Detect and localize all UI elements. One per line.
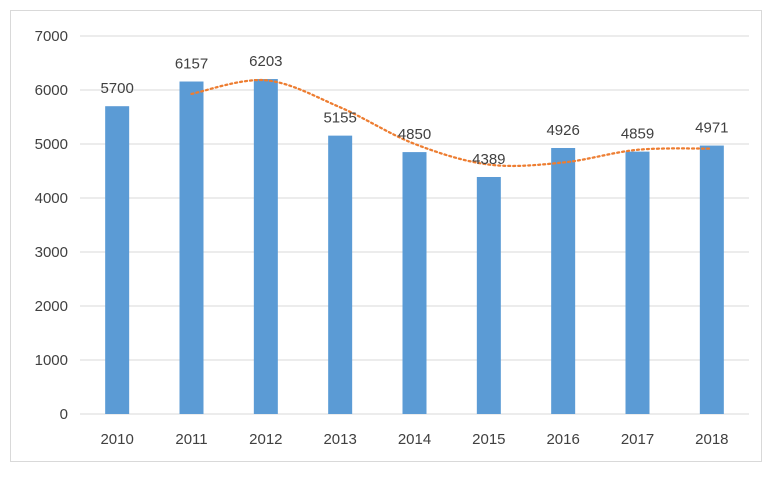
data-label-2015: 4389 bbox=[472, 151, 505, 168]
data-label-2016: 4926 bbox=[546, 122, 579, 139]
y-axis-ticks: 0 1000 2000 3000 4000 5000 6000 7000 bbox=[35, 28, 68, 423]
x-tick-label-2015: 2015 bbox=[472, 431, 505, 448]
bar-2018 bbox=[699, 145, 724, 415]
trendline-path bbox=[190, 78, 713, 168]
x-tick-label-2011: 2011 bbox=[175, 431, 207, 448]
x-tick-label-2018: 2018 bbox=[695, 431, 728, 448]
y-tick-label-2000: 2000 bbox=[35, 298, 68, 315]
bar-2011 bbox=[179, 81, 204, 414]
y-tick-label-4000: 4000 bbox=[35, 190, 68, 207]
trendline bbox=[190, 78, 713, 168]
x-tick-label-2014: 2014 bbox=[398, 431, 431, 448]
bar-2017 bbox=[625, 151, 650, 414]
data-label-2012: 6203 bbox=[249, 53, 282, 70]
y-tick-label-0: 0 bbox=[60, 406, 68, 423]
y-tick-label-7000: 7000 bbox=[35, 28, 68, 45]
data-label-2010: 5700 bbox=[100, 80, 133, 97]
bar-2016 bbox=[551, 147, 576, 414]
data-label-2014: 4850 bbox=[398, 126, 431, 143]
data-label-2017: 4859 bbox=[621, 126, 654, 143]
x-axis-ticks: 2010 2011 2012 2013 2014 2015 2016 2017 2018 bbox=[100, 431, 728, 448]
data-label-2018: 4971 bbox=[695, 120, 728, 137]
x-tick-label-2012: 2012 bbox=[249, 431, 282, 448]
x-tick-label-2016: 2016 bbox=[546, 431, 579, 448]
bar-2014 bbox=[402, 152, 427, 414]
bar-2010 bbox=[105, 106, 130, 414]
bar-2015 bbox=[476, 176, 501, 414]
bar-2012 bbox=[253, 79, 278, 415]
chart-area: 0 1000 2000 3000 4000 5000 6000 7000 5700 6157 62… bbox=[10, 10, 762, 462]
data-label-2011: 6157 bbox=[175, 56, 208, 73]
y-tick-label-6000: 6000 bbox=[35, 82, 68, 99]
bar-series bbox=[105, 79, 724, 415]
x-tick-label-2010: 2010 bbox=[100, 431, 133, 448]
y-tick-label-1000: 1000 bbox=[35, 352, 68, 369]
data-labels: 5700 6157 6203 5155 4850 4389 4926 4859 4971 bbox=[100, 53, 728, 168]
x-tick-label-2013: 2013 bbox=[323, 431, 356, 448]
y-tick-label-5000: 5000 bbox=[35, 136, 68, 153]
chart-svg: 0 1000 2000 3000 4000 5000 6000 7000 5700 6157 62… bbox=[35, 28, 749, 448]
data-label-2013: 5155 bbox=[323, 110, 356, 127]
y-tick-label-3000: 3000 bbox=[35, 244, 68, 261]
bar-2013 bbox=[328, 135, 353, 414]
x-tick-label-2017: 2017 bbox=[621, 431, 654, 448]
